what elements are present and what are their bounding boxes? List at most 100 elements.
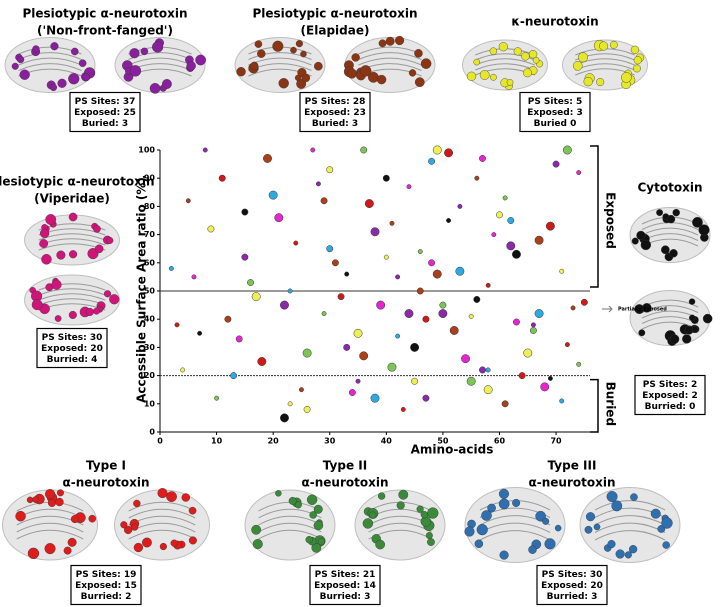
residue [26,496,34,504]
residue [650,508,661,519]
residue [317,538,325,546]
residue [535,510,546,522]
region-label: Buried [604,382,618,426]
residue [63,546,72,555]
point [461,354,470,364]
stats-line: Exposed: 20 [41,344,103,354]
residue [420,58,432,69]
protein-backbone [18,57,82,66]
protein-backbone [475,53,535,61]
y-tick-label: 0 [149,428,155,437]
stats-box [299,91,371,133]
point [468,313,474,319]
stats-line: PS Sites: 30 [542,570,603,580]
residue [313,504,323,514]
residue [71,47,79,56]
point [359,351,369,361]
residue [629,545,638,554]
point [474,175,480,181]
point [530,322,536,328]
point [483,385,493,395]
residue [631,237,639,245]
residue [15,510,26,522]
residue [294,74,302,82]
protein-backbone [258,529,322,540]
point [389,220,395,226]
stats-line: Exposed: 3 [527,108,582,118]
x-tick-label: 0 [157,437,163,446]
residue [630,493,638,501]
stats-line: Buried: 3 [82,119,128,129]
protein-backbone [641,227,699,236]
point [310,147,316,153]
residue [425,532,433,539]
stats-line: PS Sites: 2 [643,380,698,390]
residue [93,225,101,233]
residue [254,40,263,48]
residue [129,65,142,77]
residue [313,61,323,71]
point [507,217,515,224]
residue [106,237,114,244]
point [506,241,516,251]
x-tick-label: 60 [494,437,506,446]
residue [133,542,144,553]
residue [11,62,19,70]
point [559,268,565,274]
residue [615,549,625,559]
stats-box [69,91,141,133]
residue [481,510,492,521]
point [376,300,386,310]
panel-title: Plesiotypic α-neurotoxin [0,175,155,189]
protein-backbone [18,52,82,60]
point [321,311,327,317]
residue [161,79,172,89]
residue [252,539,263,550]
y-tick-label: 50 [144,287,156,296]
y-tick-label: 100 [138,146,155,155]
residue [523,68,532,78]
point [406,184,412,190]
point [552,160,560,168]
residue [17,55,25,64]
residue [188,506,197,515]
residue [309,511,317,519]
residue [702,313,713,324]
residue [420,511,429,519]
residue [416,505,424,513]
point [485,367,491,373]
residue [149,83,161,94]
point [207,225,215,233]
residue [32,496,39,503]
residue [583,76,593,87]
protein-backbone [38,283,106,291]
residue [662,213,670,220]
point [576,361,582,367]
residue [487,503,496,513]
residue [607,540,616,549]
panel-title: α-neurotoxin [529,476,616,490]
residue [140,47,149,56]
residue [294,501,302,509]
residue [633,64,641,73]
residue [698,224,710,236]
protein-backbone [475,58,535,66]
residue [305,536,313,544]
residue [506,79,514,86]
point [466,376,476,386]
point [479,366,486,374]
residue [68,73,80,85]
protein-backbone [38,288,106,296]
point [241,253,249,261]
residue [296,78,307,89]
point [263,154,272,163]
point [491,232,497,238]
point [404,309,414,319]
residue [596,78,605,87]
residue [181,493,190,502]
point [444,148,454,158]
point [230,372,238,380]
residue [301,73,311,83]
panel-title: Cytotoxin [638,181,703,195]
residue [85,307,94,316]
